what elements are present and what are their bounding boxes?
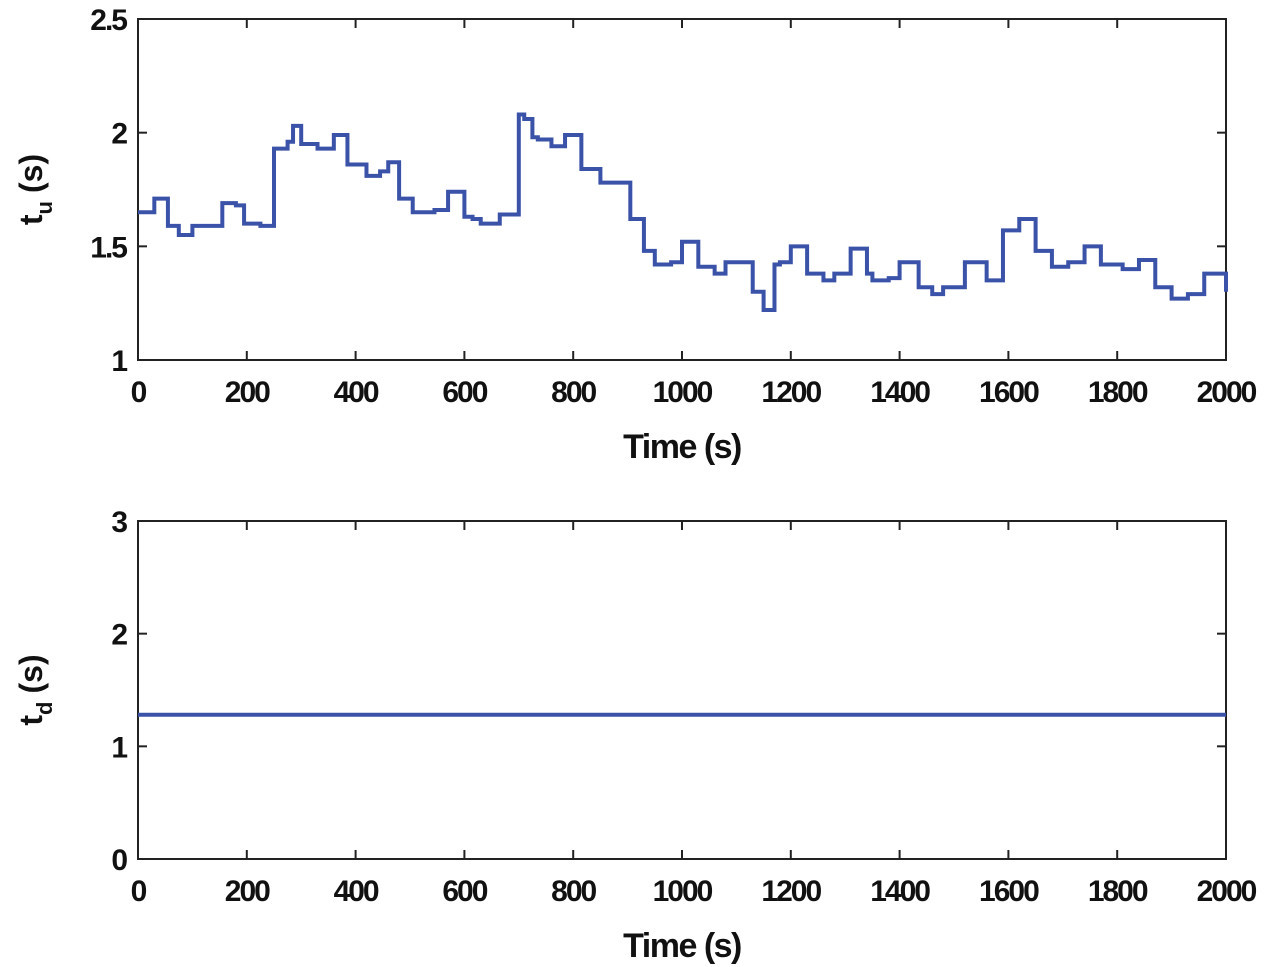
y-axis-title-main: t [13, 715, 49, 726]
x-tick-label: 400 [334, 875, 379, 908]
x-tick-label: 1600 [979, 875, 1039, 908]
x-tick-label: 200 [225, 376, 270, 409]
x-tick-label: 0 [131, 875, 147, 908]
x-tick-label: 600 [442, 376, 487, 409]
x-tick-label: 1200 [761, 376, 821, 409]
y-axis-title-unit: (s) [13, 154, 49, 193]
x-tick-label: 1200 [761, 875, 821, 908]
x-tick-label: 1000 [653, 875, 713, 908]
top-chart: 0 200 400 600 800 1000 1200 1400 1600 1800 2000 1 1.… [13, 4, 1259, 466]
y-axis-title-unit: (s) [13, 654, 49, 693]
y-tick-label: 0 [111, 844, 127, 877]
y-axis-title: td (s) [13, 654, 57, 725]
x-tick-label: 1400 [870, 875, 930, 908]
x-tick-label: 1600 [979, 376, 1039, 409]
x-tick-label: 600 [442, 875, 487, 908]
y-tick-label: 1 [111, 345, 127, 378]
x-tick-label: 2000 [1197, 376, 1257, 409]
bottom-chart: 0 200 400 600 800 1000 1200 1400 1600 1800 2000 0 1 2… [13, 506, 1259, 965]
x-tick-label: 1400 [870, 376, 930, 409]
x-tick-label: 800 [551, 376, 596, 409]
x-tick-label: 0 [131, 376, 147, 409]
y-axis-title: tu (s) [13, 154, 57, 225]
plot-area [137, 18, 1227, 361]
y-axis-title-subscript: d [32, 702, 57, 715]
y-tick-label: 1 [111, 731, 127, 764]
y-tick-label: 3 [111, 506, 127, 539]
x-axis-title: Time (s) [623, 927, 741, 965]
x-tick-label: 1800 [1088, 376, 1148, 409]
y-axis-title-subscript: u [32, 201, 57, 214]
x-tick-label: 400 [334, 376, 379, 409]
x-tick-label: 1800 [1088, 875, 1148, 908]
x-tick-label: 800 [551, 875, 596, 908]
y-tick-label: 2.5 [90, 4, 127, 37]
series-line [138, 112, 1228, 312]
x-axis-title: Time (s) [623, 428, 741, 466]
x-tick-label: 1000 [653, 376, 713, 409]
plot-area [137, 520, 1227, 860]
x-tick-label: 2000 [1197, 875, 1257, 908]
y-tick-label: 1.5 [90, 231, 127, 264]
y-tick-label: 2 [111, 619, 127, 652]
y-axis-title-main: t [13, 214, 49, 225]
x-tick-label: 200 [225, 875, 270, 908]
y-tick-label: 2 [111, 118, 127, 151]
